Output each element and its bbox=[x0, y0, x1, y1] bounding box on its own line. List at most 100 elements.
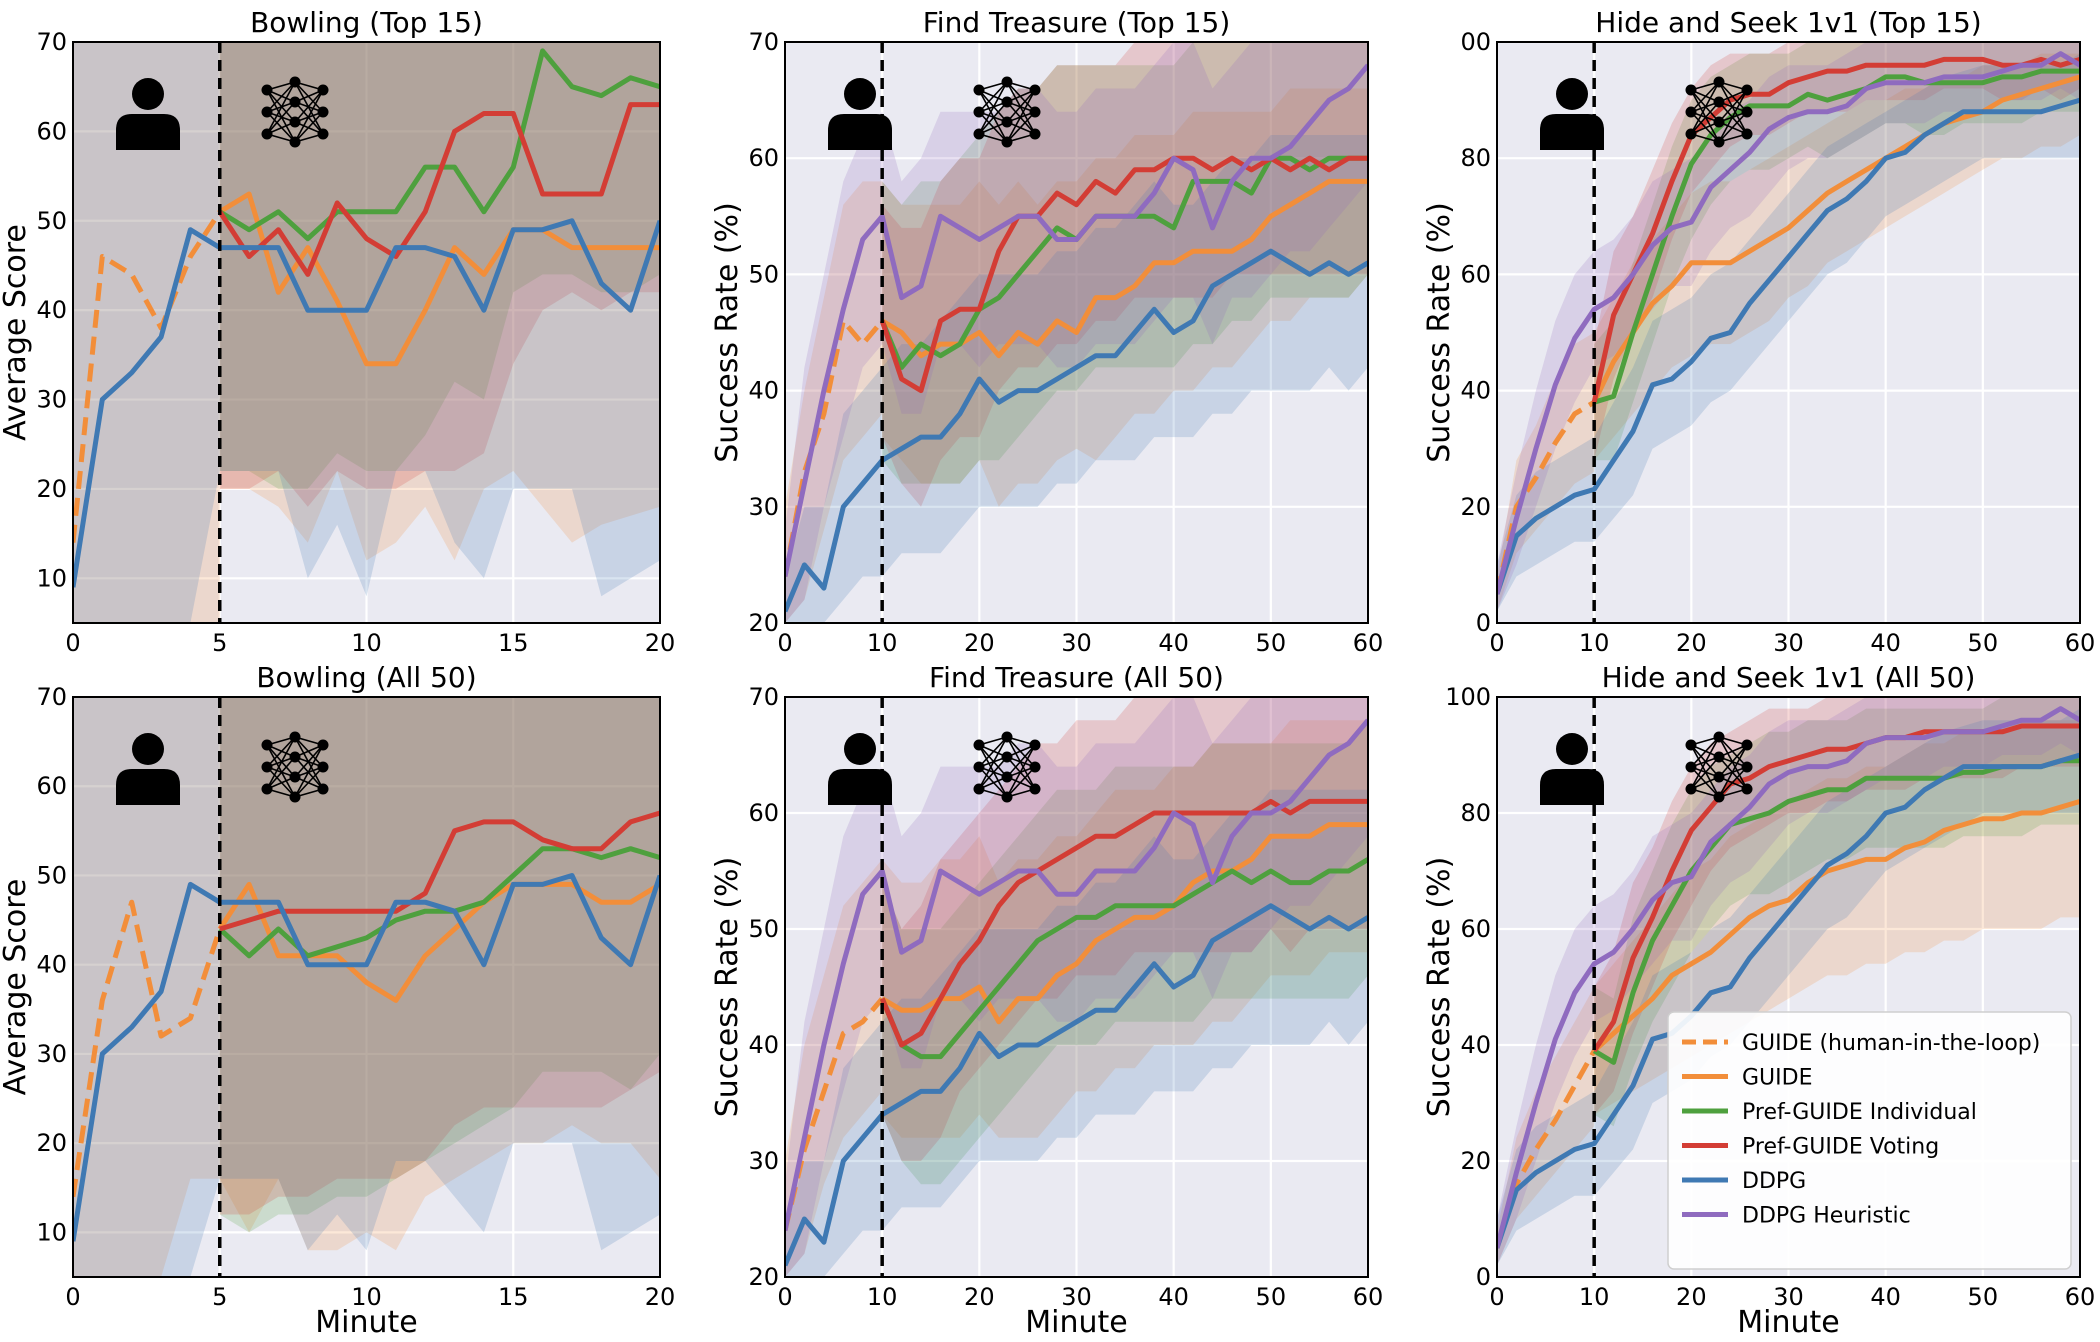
plot-frame bbox=[72, 41, 661, 624]
x-tick-label: 0 bbox=[65, 629, 80, 657]
legend-item-guide: GUIDE bbox=[1682, 1066, 1812, 1091]
neural-network-icon bbox=[261, 76, 329, 148]
band-guide-human-in-the-loop bbox=[785, 181, 883, 623]
y-tick-label: 20 bbox=[1460, 493, 1491, 521]
band-pref-guide-voting bbox=[1594, 42, 2080, 461]
band-ddpg-heuristic bbox=[1497, 697, 2080, 1266]
band-guide bbox=[219, 42, 660, 561]
y-tick-label: 30 bbox=[748, 493, 779, 521]
neural-network-icon bbox=[1685, 731, 1753, 803]
x-tick-label: 20 bbox=[964, 1283, 995, 1311]
legend-label: Pref-GUIDE Individual bbox=[1742, 1100, 1977, 1125]
band-ddpg bbox=[785, 789, 1368, 1277]
series-lines bbox=[73, 810, 660, 1242]
neural-network-icon bbox=[973, 76, 1041, 148]
series-lines bbox=[73, 48, 660, 588]
variance-bands bbox=[785, 697, 1368, 1277]
y-tick-label: 10 bbox=[36, 1218, 67, 1246]
legend-item-guide-human-in-the-loop: GUIDE (human-in-the-loop) bbox=[1682, 1031, 2040, 1056]
x-tick-label: 5 bbox=[212, 629, 227, 657]
x-tick-label: 50 bbox=[1968, 1283, 1999, 1311]
legend-label: GUIDE bbox=[1742, 1066, 1812, 1091]
y-tick-label: 0 bbox=[1476, 609, 1491, 637]
line-guide bbox=[880, 822, 1368, 1025]
x-tick-label: 15 bbox=[498, 629, 529, 657]
plot-frame bbox=[784, 696, 1369, 1278]
y-tick-label: 20 bbox=[36, 475, 67, 503]
x-axis-label: Minute bbox=[1737, 1305, 1839, 1340]
series-lines bbox=[1497, 51, 2080, 595]
y-tick-label: 20 bbox=[748, 1263, 779, 1291]
y-tick-label: 40 bbox=[748, 1031, 779, 1059]
y-tick-label: 60 bbox=[748, 799, 779, 827]
legend-label: DDPG Heuristic bbox=[1742, 1204, 1911, 1229]
line-pref-guide-voting bbox=[1592, 723, 2080, 1053]
panel-title: Bowling (All 50) bbox=[256, 661, 476, 694]
y-tick-label: 30 bbox=[748, 1147, 779, 1175]
band-guide-human-in-the-loop bbox=[1497, 332, 1595, 612]
y-axis-label: Average Score bbox=[0, 879, 33, 1096]
line-ddpg-heuristic bbox=[785, 718, 1368, 1232]
y-tick-label: 80 bbox=[1460, 799, 1491, 827]
y-tick-label: 100 bbox=[1445, 683, 1491, 711]
x-tick-label: 0 bbox=[777, 1283, 792, 1311]
x-tick-label: 40 bbox=[1158, 1283, 1189, 1311]
panel-hide-seek-top15: 0 10 20 30 40 50 60 0 20 40 60 80 00 Hide and Seek 1v… bbox=[1422, 6, 2095, 657]
x-tick-label: 20 bbox=[645, 1283, 676, 1311]
band-pref-guide-voting bbox=[219, 697, 660, 1215]
panel-title: Find Treasure (All 50) bbox=[929, 661, 1224, 694]
x-tick-label: 10 bbox=[1579, 629, 1610, 657]
band-pref-guide-individual bbox=[219, 697, 660, 1233]
band-guide bbox=[219, 697, 660, 1251]
x-tick-label: 30 bbox=[1061, 629, 1092, 657]
y-axis-label: Success Rate (%) bbox=[1422, 202, 1457, 463]
band-guide-human-in-the-loop bbox=[73, 697, 220, 1277]
line-pref-guide-individual bbox=[879, 857, 1368, 1060]
legend-label: Pref-GUIDE Voting bbox=[1742, 1135, 1939, 1160]
person-icon bbox=[116, 78, 180, 150]
x-tick-label: 40 bbox=[1870, 1283, 1901, 1311]
plot-frame bbox=[1496, 696, 2081, 1278]
y-tick-label: 50 bbox=[748, 915, 779, 943]
panel-title: Bowling (Top 15) bbox=[250, 6, 483, 39]
person-icon bbox=[828, 78, 892, 150]
y-tick-label: 70 bbox=[36, 28, 67, 56]
plot-frame bbox=[72, 696, 661, 1278]
legend-item-pref-guide-individual: Pref-GUIDE Individual bbox=[1682, 1100, 1977, 1125]
y-tick-label: 60 bbox=[36, 117, 67, 145]
person-icon bbox=[1540, 78, 1604, 150]
x-tick-label: 10 bbox=[351, 629, 382, 657]
legend: GUIDE (human-in-the-loop) GUIDE Pref-GUIDE… bbox=[1667, 1011, 2072, 1270]
x-tick-label: 50 bbox=[1256, 629, 1287, 657]
line-pref-guide-voting bbox=[219, 810, 660, 932]
band-ddpg-heuristic bbox=[1497, 42, 2080, 612]
x-tick-label: 10 bbox=[351, 1283, 382, 1311]
y-tick-label: 60 bbox=[748, 144, 779, 172]
panel-title: Hide and Seek 1v1 (Top 15) bbox=[1595, 6, 1981, 39]
y-tick-label: 80 bbox=[1460, 144, 1491, 172]
panel-bowling-all50: 0 5 10 15 20 10 20 30 40 50 60 70 Bowling (All 50) Av… bbox=[0, 661, 675, 1340]
y-axis-label: Success Rate (%) bbox=[710, 857, 745, 1118]
line-pref-guide-voting bbox=[217, 102, 660, 277]
series-lines bbox=[1497, 706, 2080, 1249]
x-tick-label: 10 bbox=[867, 1283, 898, 1311]
neural-network-icon bbox=[261, 731, 329, 803]
y-tick-label: 20 bbox=[1460, 1147, 1491, 1175]
y-tick-label: 60 bbox=[1460, 915, 1491, 943]
band-guide bbox=[1594, 53, 2080, 461]
legend-item-pref-guide-voting: Pref-GUIDE Voting bbox=[1682, 1135, 1939, 1160]
y-tick-label: 20 bbox=[748, 609, 779, 637]
y-tick-label: 30 bbox=[36, 386, 67, 414]
line-ddpg bbox=[73, 873, 660, 1242]
x-tick-label: 20 bbox=[1676, 629, 1707, 657]
y-tick-label: 50 bbox=[36, 861, 67, 889]
legend-item-ddpg: DDPG bbox=[1682, 1169, 1806, 1194]
panel-title: Find Treasure (Top 15) bbox=[923, 6, 1231, 39]
x-tick-label: 15 bbox=[498, 1283, 529, 1311]
band-guide-human-in-the-loop bbox=[73, 42, 220, 623]
x-tick-label: 30 bbox=[1773, 1283, 1804, 1311]
x-tick-label: 0 bbox=[777, 629, 792, 657]
x-tick-label: 20 bbox=[1676, 1283, 1707, 1311]
x-axis-label: Minute bbox=[315, 1305, 417, 1340]
